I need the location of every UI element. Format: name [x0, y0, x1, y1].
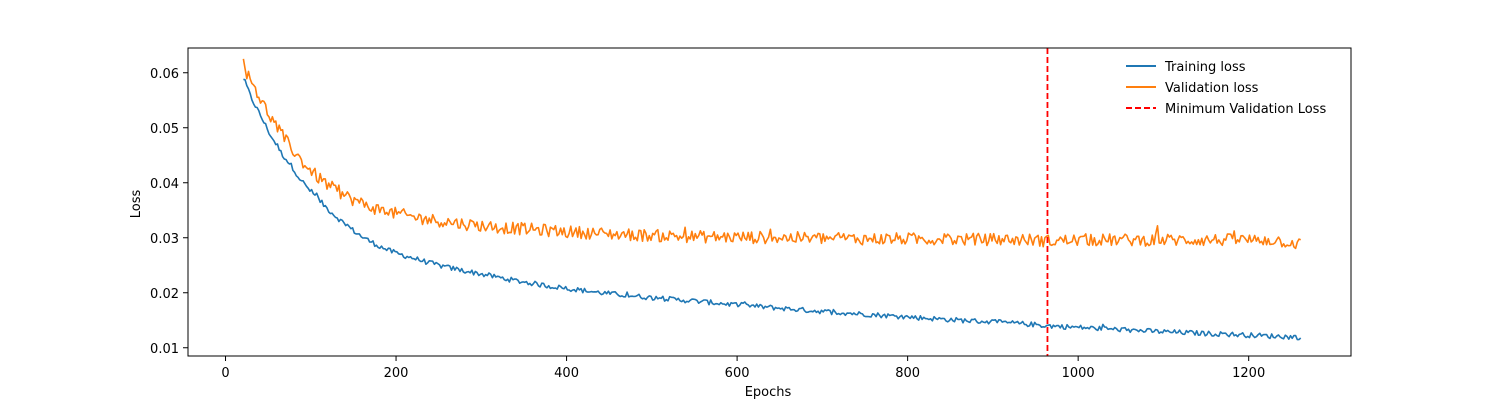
x-tick-label: 200	[384, 366, 409, 381]
legend-label-validation: Validation loss	[1165, 81, 1259, 96]
x-tick-label: 600	[725, 366, 750, 381]
legend-label-training: Training loss	[1164, 60, 1246, 75]
y-tick-label: 0.06	[150, 67, 179, 82]
x-tick-label: 800	[895, 366, 920, 381]
y-axis-ticks: 0.01 0.02 0.03 0.04 0.05 0.06	[150, 67, 188, 357]
x-axis-label: Epochs	[745, 385, 792, 400]
x-tick-label: 400	[554, 366, 579, 381]
x-tick-label: 1200	[1232, 366, 1265, 381]
y-tick-label: 0.05	[150, 122, 179, 137]
x-tick-label: 0	[221, 366, 229, 381]
validation-loss-line	[242, 58, 1302, 250]
x-tick-label: 1000	[1062, 366, 1095, 381]
plot-frame	[187, 47, 1352, 357]
plot-area	[242, 48, 1302, 356]
legend-label-min-val: Minimum Validation Loss	[1165, 102, 1326, 117]
y-tick-label: 0.04	[150, 177, 179, 192]
training-loss-line	[243, 78, 1302, 341]
x-axis-ticks: 0 200 400 600 800 1000 1200	[221, 356, 1265, 381]
legend: Training loss Validation loss Minimum Va…	[1126, 60, 1326, 117]
y-tick-label: 0.02	[150, 287, 179, 302]
y-axis-label: Loss	[129, 190, 144, 219]
y-tick-label: 0.03	[150, 232, 179, 247]
y-tick-label: 0.01	[150, 342, 179, 357]
